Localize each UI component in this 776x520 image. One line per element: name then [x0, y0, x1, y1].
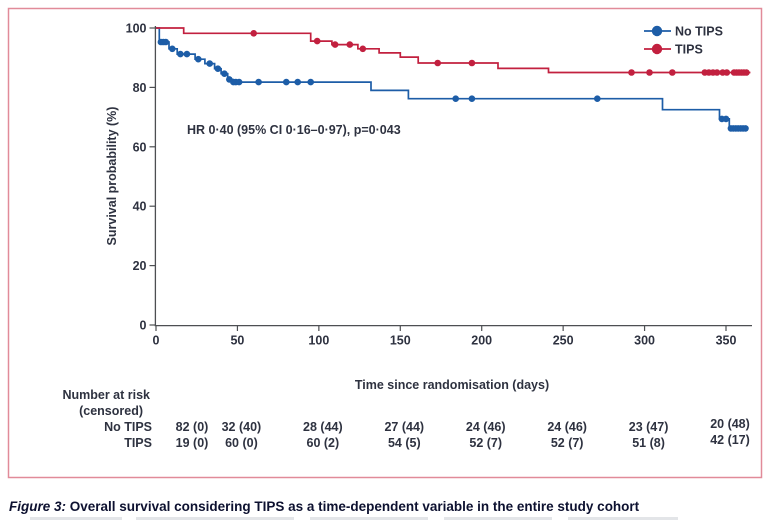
risk-cell: 82 (0): [176, 420, 209, 434]
legend-item-tips: TIPS: [644, 43, 703, 57]
censor-mark-no-tips: [452, 95, 460, 102]
legend-item-no-tips: No TIPS: [644, 25, 723, 39]
km-curves: [156, 27, 751, 132]
censor-mark-no-tips: [722, 115, 730, 123]
risk-cell: 24 (46): [547, 420, 587, 434]
figure-caption-text: Overall survival considering TIPS as a t…: [66, 499, 640, 514]
risk-cell: 52 (7): [551, 436, 584, 450]
risk-table-cells: 82 (0) 32 (40) 28 (44) 27 (44) 24 (46) 24 (46…: [176, 417, 750, 450]
risk-table-title: Number at risk: [62, 388, 150, 402]
risk-cell: 54 (5): [388, 436, 421, 450]
censor-mark-no-tips: [594, 95, 601, 102]
censor-mark-no-tips: [283, 78, 290, 86]
tips-marker-icon: [651, 43, 663, 55]
censor-mark-no-tips: [742, 125, 749, 132]
censor-mark-no-tips: [169, 45, 176, 53]
cropped-text-line: [30, 517, 678, 520]
risk-cell: 32 (40): [222, 420, 262, 434]
censor-mark-tips: [669, 69, 676, 76]
censor-mark-tips: [713, 69, 721, 76]
risk-cell: 20 (48): [710, 417, 750, 431]
risk-cell: 60 (0): [225, 436, 258, 450]
censor-mark-tips: [313, 37, 321, 45]
censor-mark-no-tips: [214, 65, 222, 72]
legend-label-no-tips: No TIPS: [675, 25, 723, 39]
y-tick-label: 20: [133, 259, 147, 273]
censor-mark-tips: [723, 69, 731, 76]
figure-caption: Figure 3: Overall survival considering T…: [9, 499, 640, 514]
y-tick-label: 100: [126, 22, 147, 36]
censor-mark-no-tips: [195, 55, 202, 63]
x-tick-label: 350: [716, 334, 737, 348]
figure-border: [7, 7, 763, 479]
censor-mark-tips: [434, 59, 442, 67]
risk-cell: 52 (7): [469, 436, 502, 450]
km-curve-no-tips: [156, 27, 748, 130]
censor-mark-no-tips: [294, 78, 302, 86]
axes: 0 50 100 150 200 250 300 350 0 20 40 60 80 100: [126, 22, 752, 348]
legend-label-tips: TIPS: [675, 43, 703, 57]
x-axis-title: Time since randomisation (days): [355, 378, 549, 392]
censor-mark-tips: [743, 69, 750, 76]
censor-mark-no-tips: [162, 38, 170, 46]
legend: No TIPS TIPS: [644, 25, 723, 57]
risk-cell: 23 (47): [629, 420, 669, 434]
km-curve-tips: [156, 27, 751, 74]
censor-mark-tips: [359, 45, 367, 53]
censor-mark-no-tips: [183, 50, 191, 58]
x-tick-label: 250: [553, 334, 574, 348]
risk-table-subtitle: (censored): [79, 404, 143, 418]
risk-row-label-tips: TIPS: [124, 436, 152, 450]
censor-mark-no-tips: [255, 78, 262, 86]
risk-cell: 27 (44): [384, 420, 424, 434]
y-tick-label: 60: [133, 140, 147, 154]
y-tick-label: 0: [140, 319, 147, 333]
x-tick-label: 50: [230, 334, 244, 348]
censor-mark-tips: [468, 59, 476, 67]
risk-cell: 51 (8): [632, 436, 665, 450]
figure-caption-label: Figure 3:: [9, 499, 66, 514]
x-tick-label: 200: [471, 334, 492, 348]
no-tips-marker-icon: [651, 25, 663, 37]
risk-row-label-no-tips: No TIPS: [104, 420, 152, 434]
y-tick-label: 80: [133, 81, 147, 95]
risk-cell: 42 (17): [710, 433, 750, 447]
risk-cell: 28 (44): [303, 420, 343, 434]
x-tick-label: 100: [308, 334, 329, 348]
censor-mark-tips: [346, 41, 354, 48]
censor-mark-tips: [250, 30, 257, 37]
x-tick-label: 150: [390, 334, 411, 348]
risk-cell: 24 (46): [466, 420, 506, 434]
x-tick-label: 0: [153, 334, 160, 348]
censor-mark-tips: [331, 41, 339, 48]
risk-table: Number at risk (censored) No TIPS TIPS 8…: [62, 388, 749, 450]
censor-mark-tips: [646, 69, 653, 76]
censor-mark-no-tips: [206, 60, 213, 67]
censor-mark-no-tips: [235, 78, 243, 86]
risk-cell: 60 (2): [307, 436, 340, 450]
hr-annotation: HR 0·40 (95% CI 0·16–0·97), p=0·043: [187, 123, 401, 137]
y-tick-label: 40: [133, 200, 147, 214]
censor-mark-no-tips: [468, 95, 476, 102]
x-axis-ticks: 0 50 100 150 200 250 300 350: [153, 325, 737, 348]
y-axis-ticks: 0 20 40 60 80 100: [126, 22, 156, 333]
censor-mark-no-tips: [221, 70, 228, 77]
x-tick-label: 300: [634, 334, 655, 348]
censor-mark-tips: [628, 69, 635, 76]
y-axis-title: Survival probability (%): [105, 107, 119, 246]
censor-mark-no-tips: [177, 50, 184, 58]
censor-mark-no-tips: [307, 78, 315, 86]
risk-cell: 19 (0): [176, 436, 209, 450]
